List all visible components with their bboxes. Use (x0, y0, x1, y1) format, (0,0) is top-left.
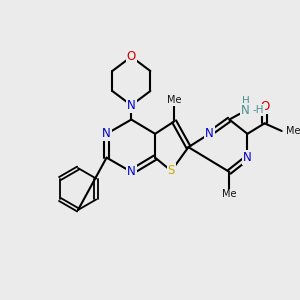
Text: N: N (127, 165, 136, 178)
Text: O: O (260, 100, 269, 113)
Text: N: N (102, 127, 111, 140)
Text: O: O (127, 50, 136, 63)
Text: Me: Me (167, 95, 182, 105)
Text: Me: Me (222, 189, 237, 199)
Text: N: N (241, 103, 250, 116)
Text: N: N (127, 99, 136, 112)
Text: Me: Me (286, 126, 300, 136)
Text: H: H (242, 97, 249, 106)
Text: -H: -H (252, 105, 264, 115)
Text: N: N (205, 127, 214, 140)
Text: N: N (243, 151, 252, 164)
Text: S: S (168, 164, 175, 177)
